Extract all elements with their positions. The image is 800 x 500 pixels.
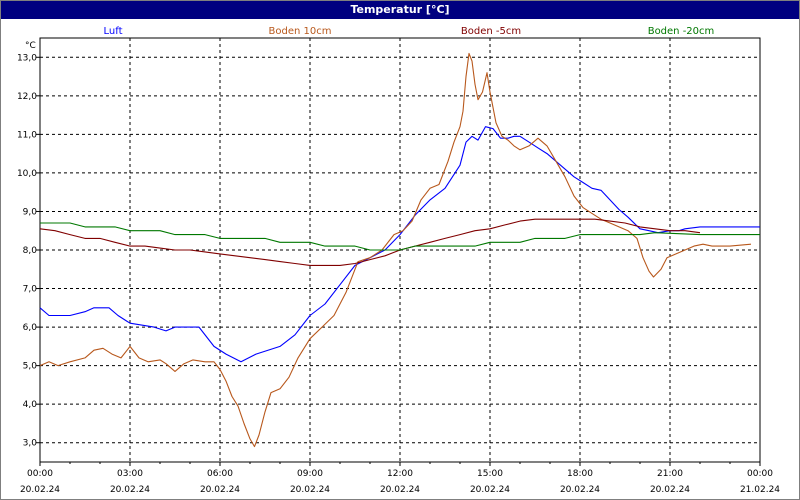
- x-tick-date: 20.02.24: [290, 485, 330, 495]
- chart-title: Temperatur [°C]: [1, 1, 799, 19]
- x-tick-time: 06:00: [207, 469, 233, 479]
- y-tick-label: 4,0: [23, 400, 38, 410]
- legend-entry: Luft: [104, 26, 123, 37]
- series-line-boden-20cm: [40, 222, 760, 251]
- y-tick-label: 12,0: [17, 92, 37, 102]
- x-tick-time: 03:00: [117, 469, 143, 479]
- y-tick-label: 3,0: [23, 439, 38, 449]
- x-tick-date: 20.02.24: [200, 485, 240, 495]
- legend-entry: Boden -20cm: [648, 26, 715, 37]
- plot-area: [39, 37, 761, 463]
- x-tick-date: 20.02.24: [20, 485, 60, 495]
- x-tick-time: 00:00: [27, 469, 53, 479]
- series-line-boden-5cm: [39, 218, 701, 266]
- x-tick-time: 18:00: [567, 469, 593, 479]
- x-tick-time: 21:00: [657, 469, 683, 479]
- x-tick-time: 12:00: [387, 469, 413, 479]
- legend-entry: Boden 10cm: [269, 26, 332, 37]
- x-tick-date: 20.02.24: [380, 485, 420, 495]
- y-tick-label: 9,0: [23, 207, 38, 217]
- x-tick-date: 21.02.24: [740, 485, 780, 495]
- y-tick-label: 7,0: [23, 285, 38, 295]
- y-tick-label: 10,0: [17, 169, 37, 179]
- y-tick-label: 6,0: [23, 323, 38, 333]
- series-line-boden-10cm: [39, 52, 752, 448]
- y-tick-label: 5,0: [23, 362, 38, 372]
- x-tick-time: 09:00: [297, 469, 323, 479]
- y-tick-label: 13,0: [17, 53, 37, 63]
- x-tick-date: 20.02.24: [110, 485, 150, 495]
- x-tick-date: 20.02.24: [470, 485, 510, 495]
- x-tick-date: 20.02.24: [560, 485, 600, 495]
- y-axis-unit: °C: [25, 41, 36, 51]
- x-tick-date: 20.02.24: [650, 485, 690, 495]
- y-tick-label: 8,0: [23, 246, 38, 256]
- x-tick-time: 15:00: [477, 469, 503, 479]
- x-tick-time: 00:00: [747, 469, 773, 479]
- legend-entry: Boden -5cm: [461, 26, 521, 37]
- y-tick-label: 11,0: [17, 130, 37, 140]
- series-line-luft: [39, 126, 760, 363]
